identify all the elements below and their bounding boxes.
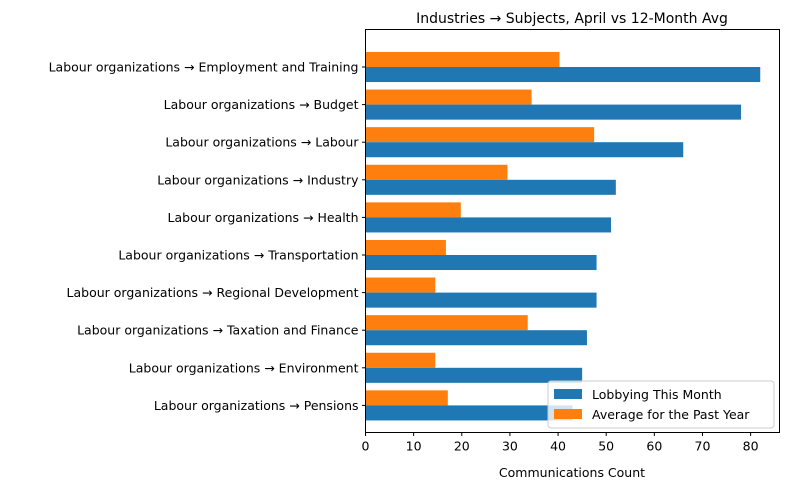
y-tick-label: Labour organizations → Regional Developm… (67, 285, 359, 300)
bar-average-past-year (365, 51, 560, 67)
bar-average-past-year (365, 89, 532, 105)
bars-layer (365, 51, 761, 421)
bar-lobbying-this-month (365, 292, 597, 308)
bar-lobbying-this-month (365, 179, 616, 195)
x-tick-label: 70 (695, 439, 711, 454)
legend-swatch (554, 409, 582, 419)
chart-title: Industries → Subjects, April vs 12-Month… (416, 11, 728, 27)
y-tick-label: Labour organizations → Taxation and Fina… (77, 323, 359, 338)
bar-average-past-year (365, 352, 436, 368)
bar-lobbying-this-month (365, 405, 573, 421)
bar-average-past-year (365, 315, 528, 331)
x-axis-label: Communications Count (499, 465, 645, 480)
x-tick-label: 20 (454, 439, 470, 454)
y-tick-label: Labour organizations → Industry (157, 172, 359, 187)
x-tick-label: 40 (550, 439, 566, 454)
bar-lobbying-this-month (365, 255, 597, 271)
bar-average-past-year (365, 390, 448, 406)
y-tick-label: Labour organizations → Labour (165, 135, 359, 150)
bar-average-past-year (365, 164, 508, 180)
y-tick-label: Labour organizations → Health (168, 210, 359, 225)
bar-average-past-year (365, 127, 595, 143)
x-tick-label: 60 (646, 439, 662, 454)
legend: Lobbying This Month Average for the Past … (547, 380, 775, 429)
bar-average-past-year (365, 202, 461, 218)
plot-frame (365, 29, 780, 433)
bar-lobbying-this-month (365, 142, 684, 158)
bar-average-past-year (365, 277, 436, 293)
legend-label: Average for the Past Year (592, 407, 750, 422)
y-tick-label: Labour organizations → Environment (129, 360, 359, 375)
legend-label: Lobbying This Month (592, 387, 722, 402)
x-tick-label: 0 (362, 439, 370, 454)
bar-lobbying-this-month (365, 67, 761, 83)
x-tick-label: 30 (502, 439, 518, 454)
x-axis-ticks: 0 10 20 30 40 50 60 70 80 (362, 432, 759, 454)
bar-average-past-year (365, 239, 446, 255)
y-tick-label: Labour organizations → Pensions (154, 398, 359, 413)
y-tick-label: Labour organizations → Budget (164, 97, 359, 112)
y-tick-label: Labour organizations → Employment and Tr… (49, 60, 359, 75)
legend-box (547, 380, 775, 429)
y-axis-ticks: Labour organizations → Employment and Tr… (49, 60, 366, 413)
y-tick-label: Labour organizations → Transportation (118, 248, 358, 263)
x-tick-label: 10 (406, 439, 422, 454)
bar-lobbying-this-month (365, 367, 583, 383)
bar-lobbying-this-month (365, 217, 612, 233)
x-tick-label: 80 (743, 439, 759, 454)
bar-lobbying-this-month (365, 104, 741, 120)
x-tick-label: 50 (598, 439, 614, 454)
legend-swatch (554, 389, 582, 399)
bar-lobbying-this-month (365, 330, 587, 346)
